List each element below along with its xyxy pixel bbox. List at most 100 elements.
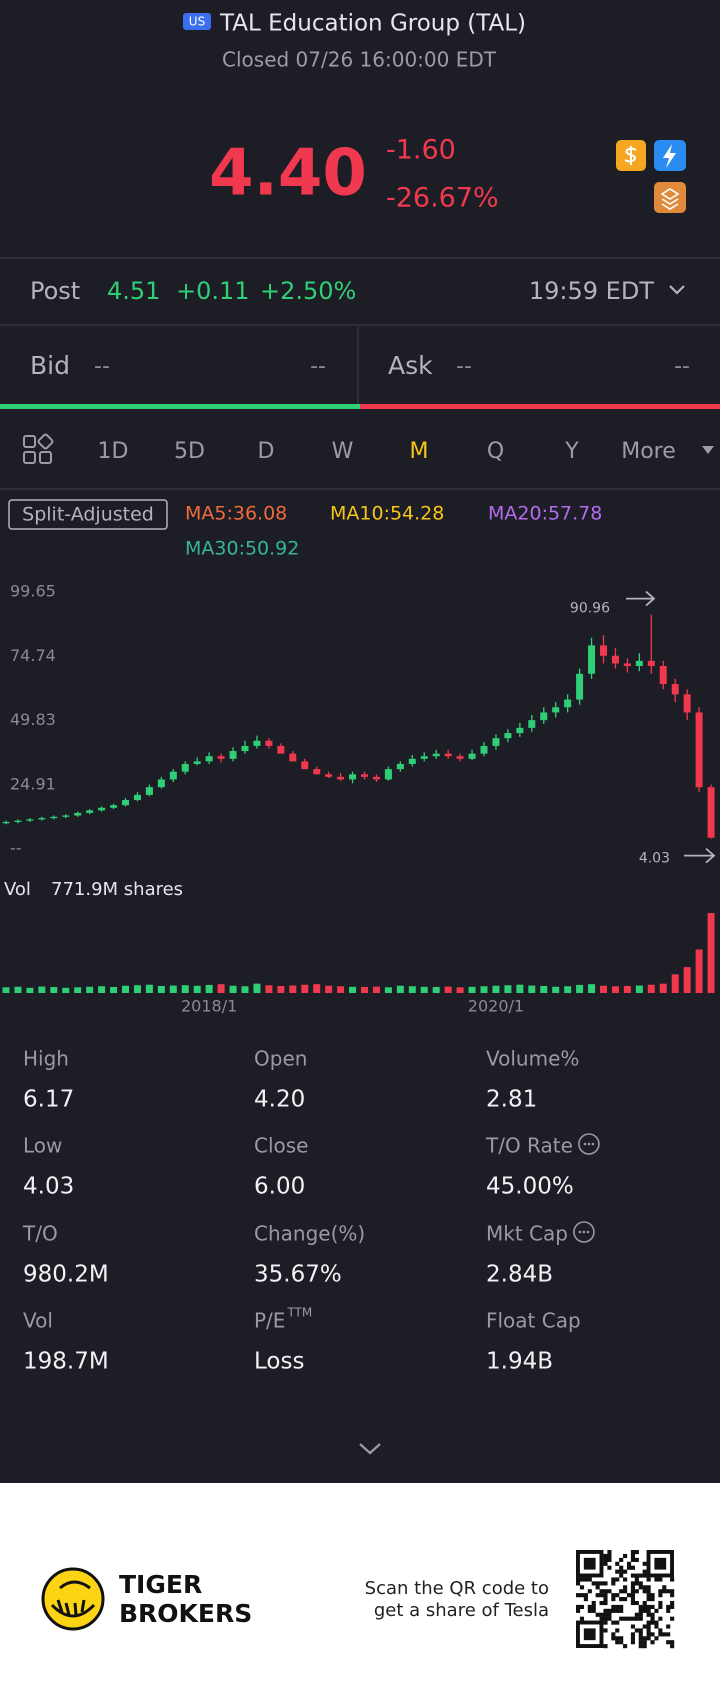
qr-module — [599, 1612, 604, 1617]
qr-module — [642, 1640, 647, 1645]
period-tab[interactable]: W — [332, 439, 354, 464]
qr-module — [615, 1620, 620, 1625]
candle-body — [169, 771, 177, 780]
period-tab[interactable]: Y — [564, 439, 579, 464]
stat-label: Change(%) — [254, 1222, 365, 1246]
adjust-button[interactable] — [8, 499, 168, 530]
qr-module — [611, 1604, 616, 1609]
volume-bar — [50, 986, 58, 993]
info-icon-dot — [583, 1142, 587, 1146]
qr-module — [638, 1581, 643, 1586]
qr-finder — [576, 1549, 604, 1578]
market-status: Closed 07/26 16:00:00 EDT — [222, 48, 497, 72]
qr-module — [579, 1604, 585, 1609]
volume-bar — [38, 986, 46, 993]
stat-label: Vol — [23, 1309, 53, 1333]
period-tab[interactable]: 1D — [98, 439, 129, 464]
qr-module — [646, 1577, 651, 1582]
low-marker-arrow — [684, 847, 716, 864]
qr-module — [646, 1624, 651, 1629]
volume-bar — [611, 986, 619, 993]
stat-label: T/O — [22, 1222, 58, 1246]
tabs-more-arrow[interactable] — [702, 446, 714, 454]
qr-module — [658, 1604, 663, 1609]
stat-value: 4.20 — [254, 1087, 305, 1113]
post-price: 4.51 — [107, 277, 160, 305]
qr-module — [646, 1636, 651, 1641]
qr-module — [654, 1636, 659, 1641]
qr-module — [603, 1628, 608, 1633]
qr-module — [619, 1616, 624, 1621]
qr-module — [599, 1600, 604, 1606]
candle-body — [62, 815, 70, 817]
scan-text: Scan the QR code to — [365, 1578, 549, 1599]
info-icon-circle — [573, 1221, 595, 1243]
volume-bar — [695, 949, 703, 993]
qr-module — [623, 1569, 628, 1574]
tiger-logo-stripes — [50, 1580, 96, 1618]
qr-module — [615, 1640, 620, 1645]
info-icon[interactable] — [578, 1133, 600, 1155]
layers-icon[interactable] — [654, 182, 686, 213]
qr-module — [603, 1620, 608, 1625]
qr-module — [630, 1636, 635, 1641]
volume-bar — [456, 987, 464, 993]
qr-module — [626, 1561, 632, 1566]
stat-label: Float Cap — [486, 1309, 581, 1333]
period-tab[interactable]: Q — [487, 439, 504, 464]
background — [0, 0, 720, 1483]
qr-module — [630, 1616, 635, 1621]
candle-body — [301, 761, 309, 770]
volume-bar — [468, 986, 476, 993]
qr-module — [630, 1640, 635, 1645]
y-tick-label: 99.65 — [10, 582, 56, 601]
qr-module — [611, 1593, 616, 1598]
qr-module — [634, 1600, 639, 1606]
volume-bar — [325, 985, 333, 993]
qr-module — [619, 1636, 624, 1641]
stat-value: 35.67% — [254, 1262, 342, 1288]
candle-body — [265, 740, 273, 746]
layers-icon-glyph — [660, 188, 680, 210]
qr-module — [634, 1616, 639, 1621]
qr-module — [576, 1577, 581, 1582]
qr-module — [587, 1577, 592, 1582]
post-label: Post — [30, 277, 80, 305]
qr-code[interactable] — [576, 1549, 675, 1649]
volume-bar — [647, 984, 655, 993]
period-tab[interactable]: More — [621, 439, 676, 464]
layout-icon[interactable] — [23, 433, 54, 464]
qr-module — [650, 1620, 655, 1625]
volume-bar — [635, 985, 643, 993]
candle-body — [384, 769, 392, 780]
qr-module — [607, 1589, 612, 1594]
period-tab[interactable]: 5D — [174, 439, 205, 464]
info-icon[interactable] — [573, 1221, 595, 1243]
qr-module — [670, 1600, 675, 1606]
x-tick-label: 2020/1 — [468, 997, 524, 1016]
post-expand[interactable] — [669, 285, 685, 295]
qr-module — [646, 1597, 651, 1602]
candle-body — [372, 776, 380, 780]
qr-module — [666, 1608, 671, 1613]
volume-bar — [169, 985, 177, 993]
qr-module — [623, 1577, 628, 1582]
qr-module — [670, 1593, 675, 1598]
candle-body — [217, 756, 225, 759]
period-tab[interactable]: D — [258, 439, 275, 464]
period-tab[interactable]: M — [410, 439, 429, 464]
volume-bar — [289, 985, 297, 993]
expand-stats[interactable] — [359, 1443, 381, 1455]
qr-module — [642, 1608, 647, 1613]
qr-module — [607, 1616, 612, 1621]
qr-module — [630, 1573, 635, 1578]
candle-body — [349, 774, 357, 780]
qr-module — [595, 1593, 600, 1598]
candle-body — [432, 753, 440, 757]
info-icon-dot — [591, 1142, 595, 1146]
qr-module — [579, 1593, 585, 1598]
qr-module — [603, 1553, 608, 1559]
qr-module — [615, 1593, 620, 1598]
qr-module — [646, 1604, 651, 1609]
volume-bar — [588, 984, 596, 993]
